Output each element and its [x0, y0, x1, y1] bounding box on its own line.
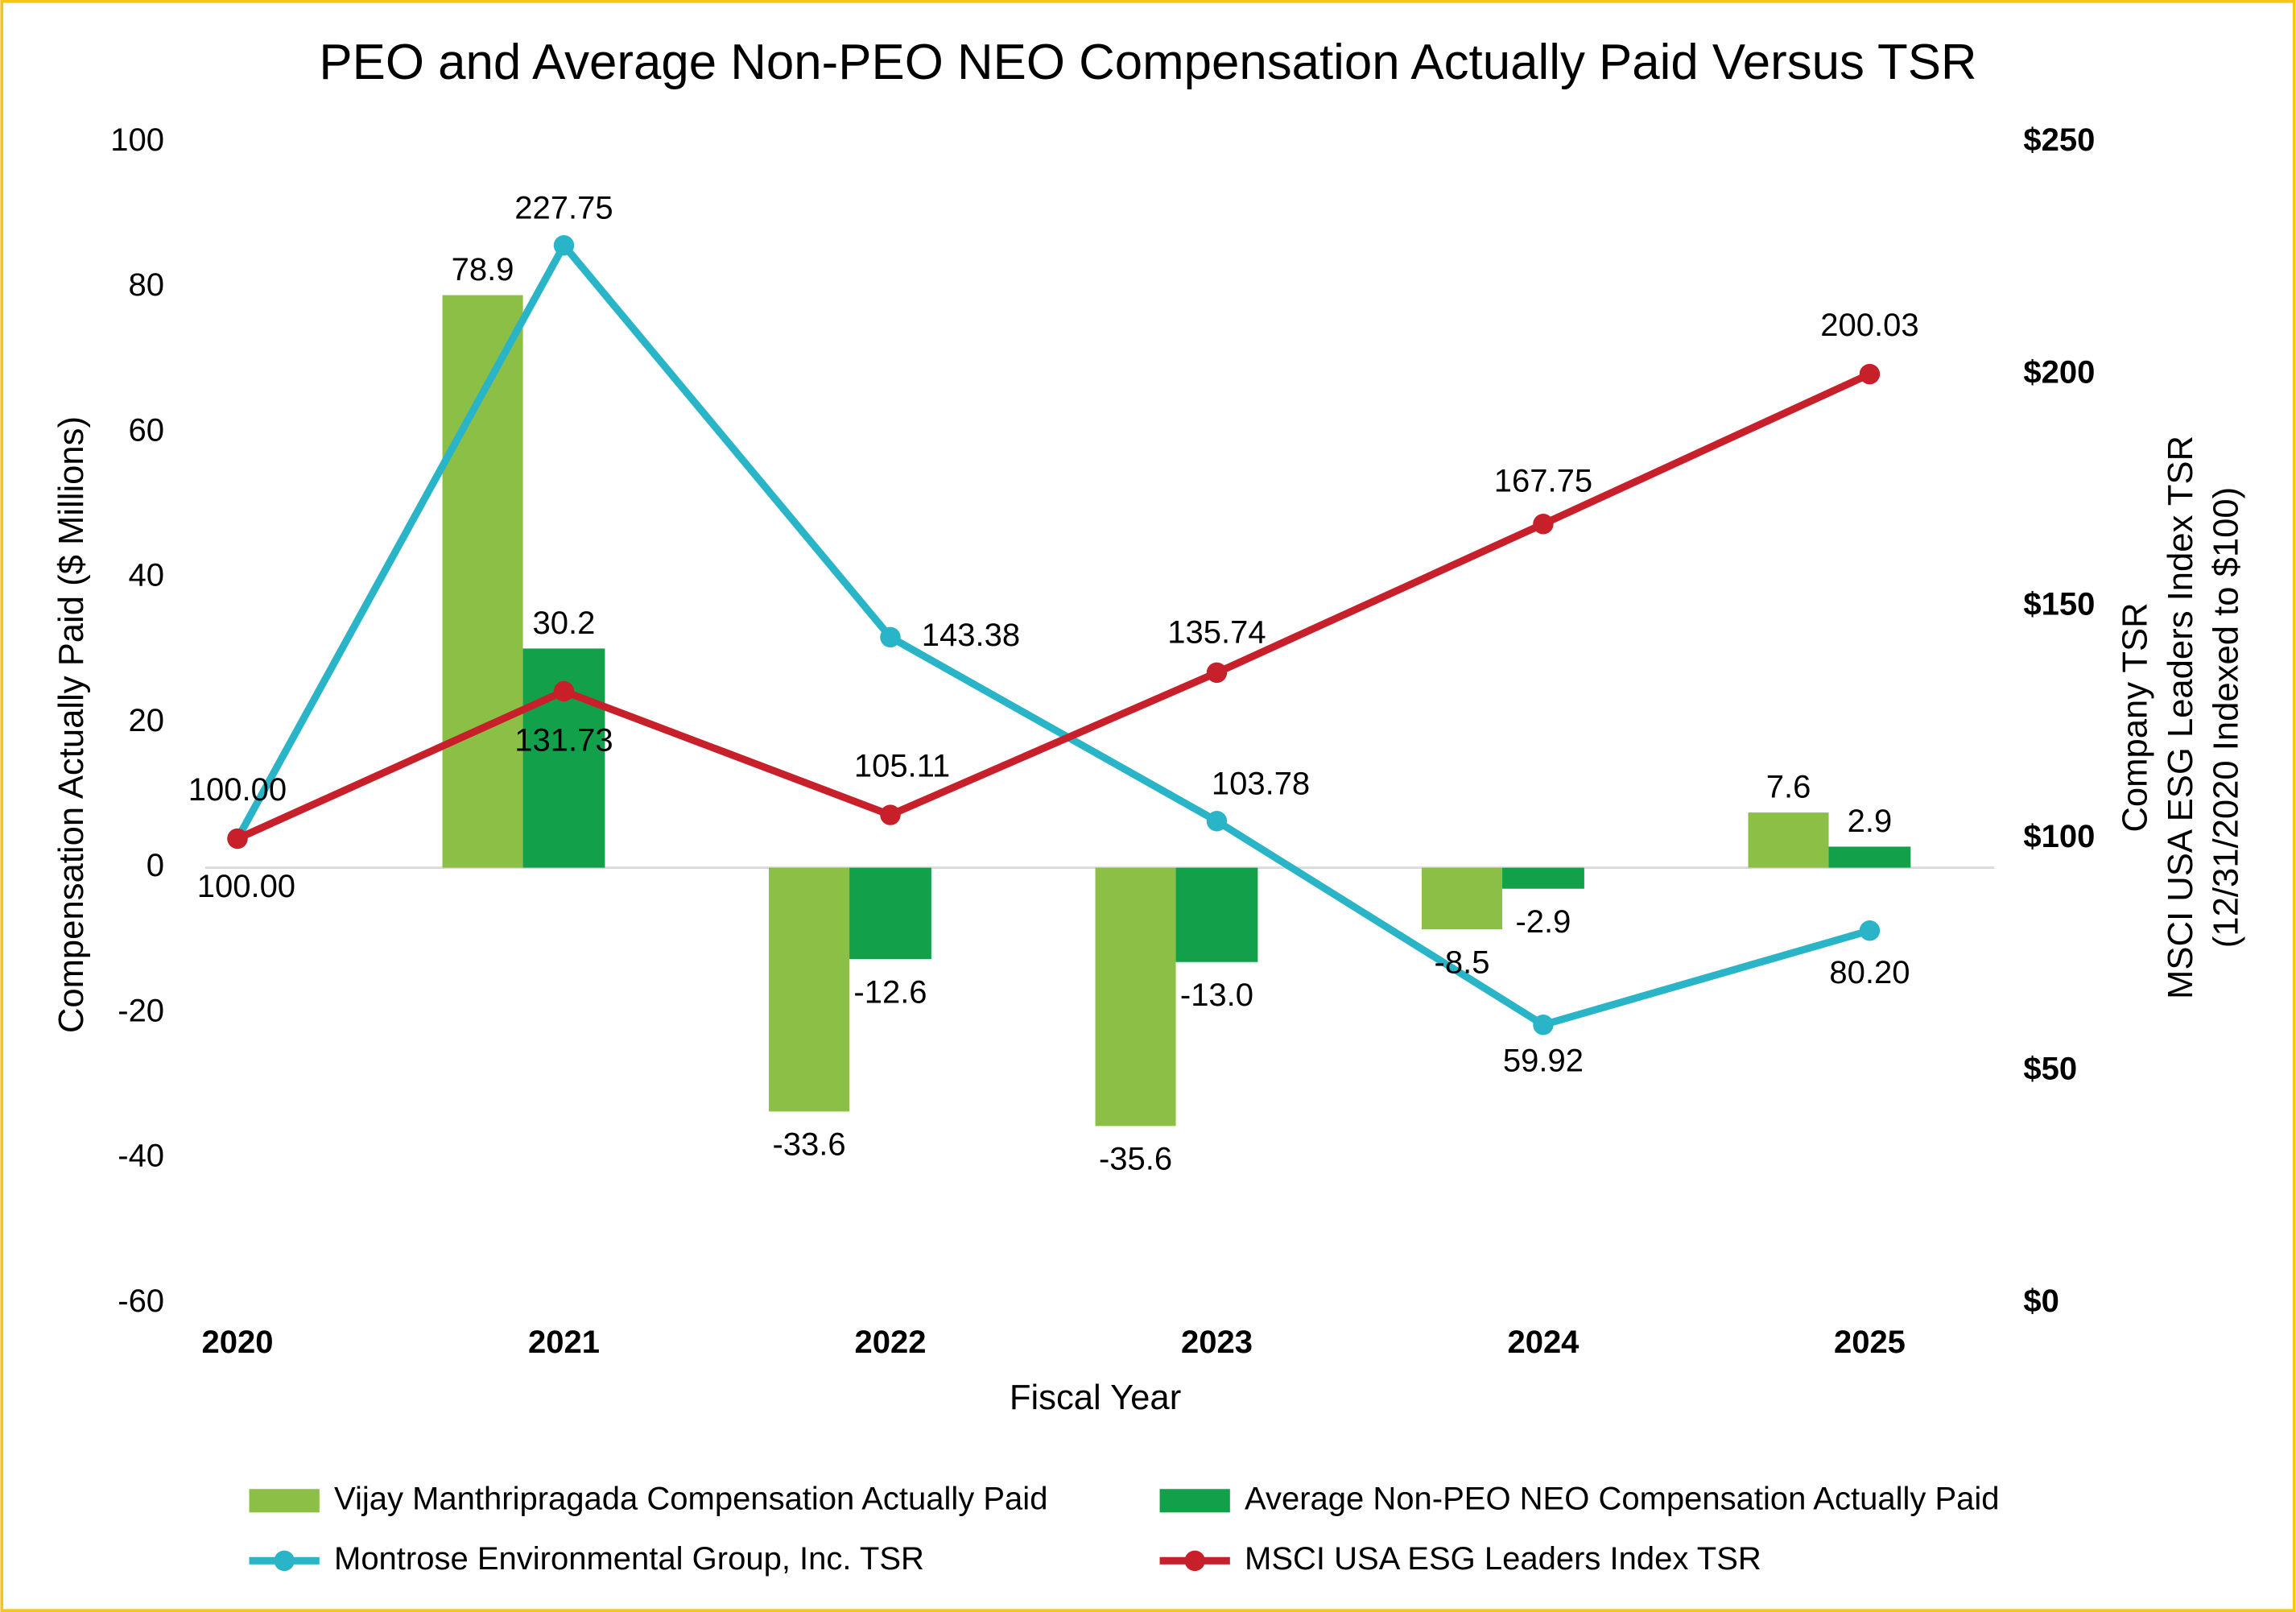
x-tick-label: 2021 [528, 1325, 600, 1360]
line-value-label: 80.20 [1829, 955, 1910, 990]
line-point [1533, 514, 1554, 535]
line-point [553, 234, 575, 256]
legend-label: MSCI USA ESG Leaders Index TSR [1245, 1541, 1761, 1577]
legend-label: Montrose Environmental Group, Inc. TSR [334, 1541, 924, 1577]
y-axis-title: Compensation Actually Paid ($ Millions) [52, 416, 91, 1033]
line-value-label: 100.00 [188, 772, 287, 808]
bar-value-label: -8.5 [1435, 944, 1490, 980]
line-value-label: 135.74 [1167, 615, 1266, 651]
bar [1502, 867, 1584, 889]
legend-label: Vijay Manthripragada Compensation Actual… [334, 1481, 1047, 1516]
bar [1095, 867, 1176, 1126]
x-tick-label: 2025 [1834, 1325, 1906, 1360]
x-tick-label: 2024 [1507, 1325, 1580, 1360]
line-value-label: 103.78 [1212, 767, 1310, 802]
y2-tick-label: $100 [2023, 819, 2095, 854]
bar-value-label: -2.9 [1515, 904, 1571, 940]
bar [1422, 867, 1503, 930]
line-point [1859, 920, 1881, 941]
y2-tick-label: $250 [2023, 122, 2095, 158]
bar [442, 295, 523, 868]
line-point [553, 680, 575, 702]
legend-label: Average Non-PEO NEO Compensation Actuall… [1245, 1481, 2000, 1516]
line-point [1206, 811, 1228, 832]
bar [1828, 846, 1911, 868]
bar-value-label: 7.6 [1766, 770, 1811, 805]
y2-tick-label: $0 [2023, 1283, 2059, 1319]
bar [1175, 867, 1258, 962]
chart-title: PEO and Average Non-PEO NEO Compensation… [319, 35, 1976, 90]
line [234, 242, 1871, 1029]
y2-tick-label: $200 [2023, 354, 2095, 390]
legend-swatch-point [1184, 1550, 1205, 1572]
bar [849, 867, 931, 960]
bar-value-label: -35.6 [1099, 1142, 1172, 1177]
line-value-label: 105.11 [854, 748, 950, 783]
y-tick-label: 80 [129, 267, 165, 303]
y2-axis-title: (12/31/2020 Indexed to $100) [2206, 487, 2245, 948]
y2-tick-label: $150 [2023, 587, 2095, 622]
bar-value-label: -12.6 [853, 974, 927, 1010]
legend-swatch-point [274, 1550, 295, 1572]
lines [227, 234, 1881, 1035]
line-value-label: 200.03 [1820, 308, 1918, 343]
bar-value-label: 78.9 [452, 252, 514, 287]
legend-swatch [249, 1489, 320, 1513]
y-tick-label: 100 [110, 122, 164, 158]
bar [1748, 812, 1829, 868]
legend: Vijay Manthripragada Compensation Actual… [249, 1481, 2000, 1577]
x-tick-label: 2023 [1181, 1325, 1253, 1360]
y2-axis-title: MSCI USA ESG Leaders Index TSR [2161, 436, 2200, 999]
line-value-label: 143.38 [922, 618, 1020, 653]
line [236, 370, 1872, 842]
line-value-label: 59.92 [1503, 1044, 1584, 1079]
line-point [880, 804, 901, 825]
line-point [1859, 363, 1881, 385]
line-point [1533, 1014, 1554, 1035]
bar-value-label: 30.2 [533, 606, 596, 641]
y-tick-label: -60 [118, 1283, 164, 1319]
y-tick-label: 20 [129, 703, 165, 738]
bar-value-label: -33.6 [772, 1127, 845, 1163]
line-value-label: 131.73 [514, 723, 613, 758]
legend-item: MSCI USA ESG Leaders Index TSR [1159, 1541, 1761, 1577]
y-tick-label: -40 [118, 1139, 164, 1174]
line-value-label: 167.75 [1494, 463, 1592, 498]
x-tick-label: 2020 [201, 1325, 273, 1360]
line-value-label: 227.75 [514, 191, 613, 226]
y-tick-label: 40 [129, 558, 165, 593]
bars [442, 295, 1911, 1126]
line-point [227, 828, 248, 849]
legend-swatch [1159, 1489, 1230, 1513]
y2-axis-title: Company TSR [2116, 602, 2155, 832]
legend-item: Average Non-PEO NEO Compensation Actuall… [1159, 1481, 2000, 1516]
labels: 78.9 -33.6 -35.6 -8.5 7.6 30.2 -12.6 -13.0 -2.9 2… [188, 191, 1919, 1177]
x-tick-label: 2022 [854, 1325, 926, 1360]
line-point [1206, 662, 1228, 684]
y-tick-label: 60 [129, 412, 165, 448]
axes: -60 -40 -20 0 20 40 60 80 100 $0 $50 $100 $150 $200 $2… [110, 122, 2245, 1360]
line-value-label: 100.00 [197, 869, 295, 904]
bar-value-label: -13.0 [1180, 978, 1253, 1013]
y2-tick-label: $50 [2023, 1052, 2077, 1087]
bar [769, 867, 850, 1112]
legend-item: Vijay Manthripragada Compensation Actual… [249, 1481, 1047, 1516]
x-axis-title: Fiscal Year [1010, 1378, 1181, 1417]
legend-item: Montrose Environmental Group, Inc. TSR [249, 1541, 924, 1577]
y-tick-label: -20 [118, 993, 164, 1028]
y-tick-label: 0 [147, 848, 164, 883]
bar-value-label: 2.9 [1848, 804, 1893, 839]
line-point [880, 626, 901, 648]
